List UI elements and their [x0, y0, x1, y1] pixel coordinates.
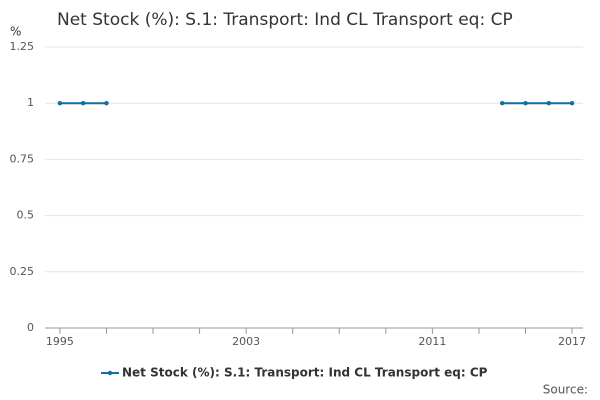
legend-label: Net Stock (%): S.1: Transport: Ind CL Tr… [122, 366, 488, 380]
point [523, 101, 528, 106]
y-tick-label: 1.25 [10, 40, 35, 53]
point [80, 101, 86, 106]
point [104, 101, 109, 106]
x-tick-label: 2011 [418, 335, 446, 348]
x-tick-label: 2003 [232, 335, 260, 348]
point [569, 101, 575, 106]
legend-marker [107, 370, 113, 376]
source: Source: [543, 383, 588, 397]
y-tick-label: 0.25 [10, 265, 35, 278]
chart-title: Net Stock (%): S.1: Transport: Ind CL Tr… [57, 10, 513, 30]
x-tick-label: 2017 [558, 335, 586, 348]
y-tick-label: 0.5 [17, 209, 35, 222]
point [500, 101, 505, 106]
x-tick-label: 1995 [46, 335, 74, 348]
y-axis-label: % [10, 25, 21, 39]
point [57, 101, 63, 106]
y-tick-label: 0 [27, 321, 34, 334]
y-tick-label: 0.75 [10, 152, 35, 165]
y-tick-label: 1 [27, 96, 34, 109]
point [546, 101, 551, 106]
